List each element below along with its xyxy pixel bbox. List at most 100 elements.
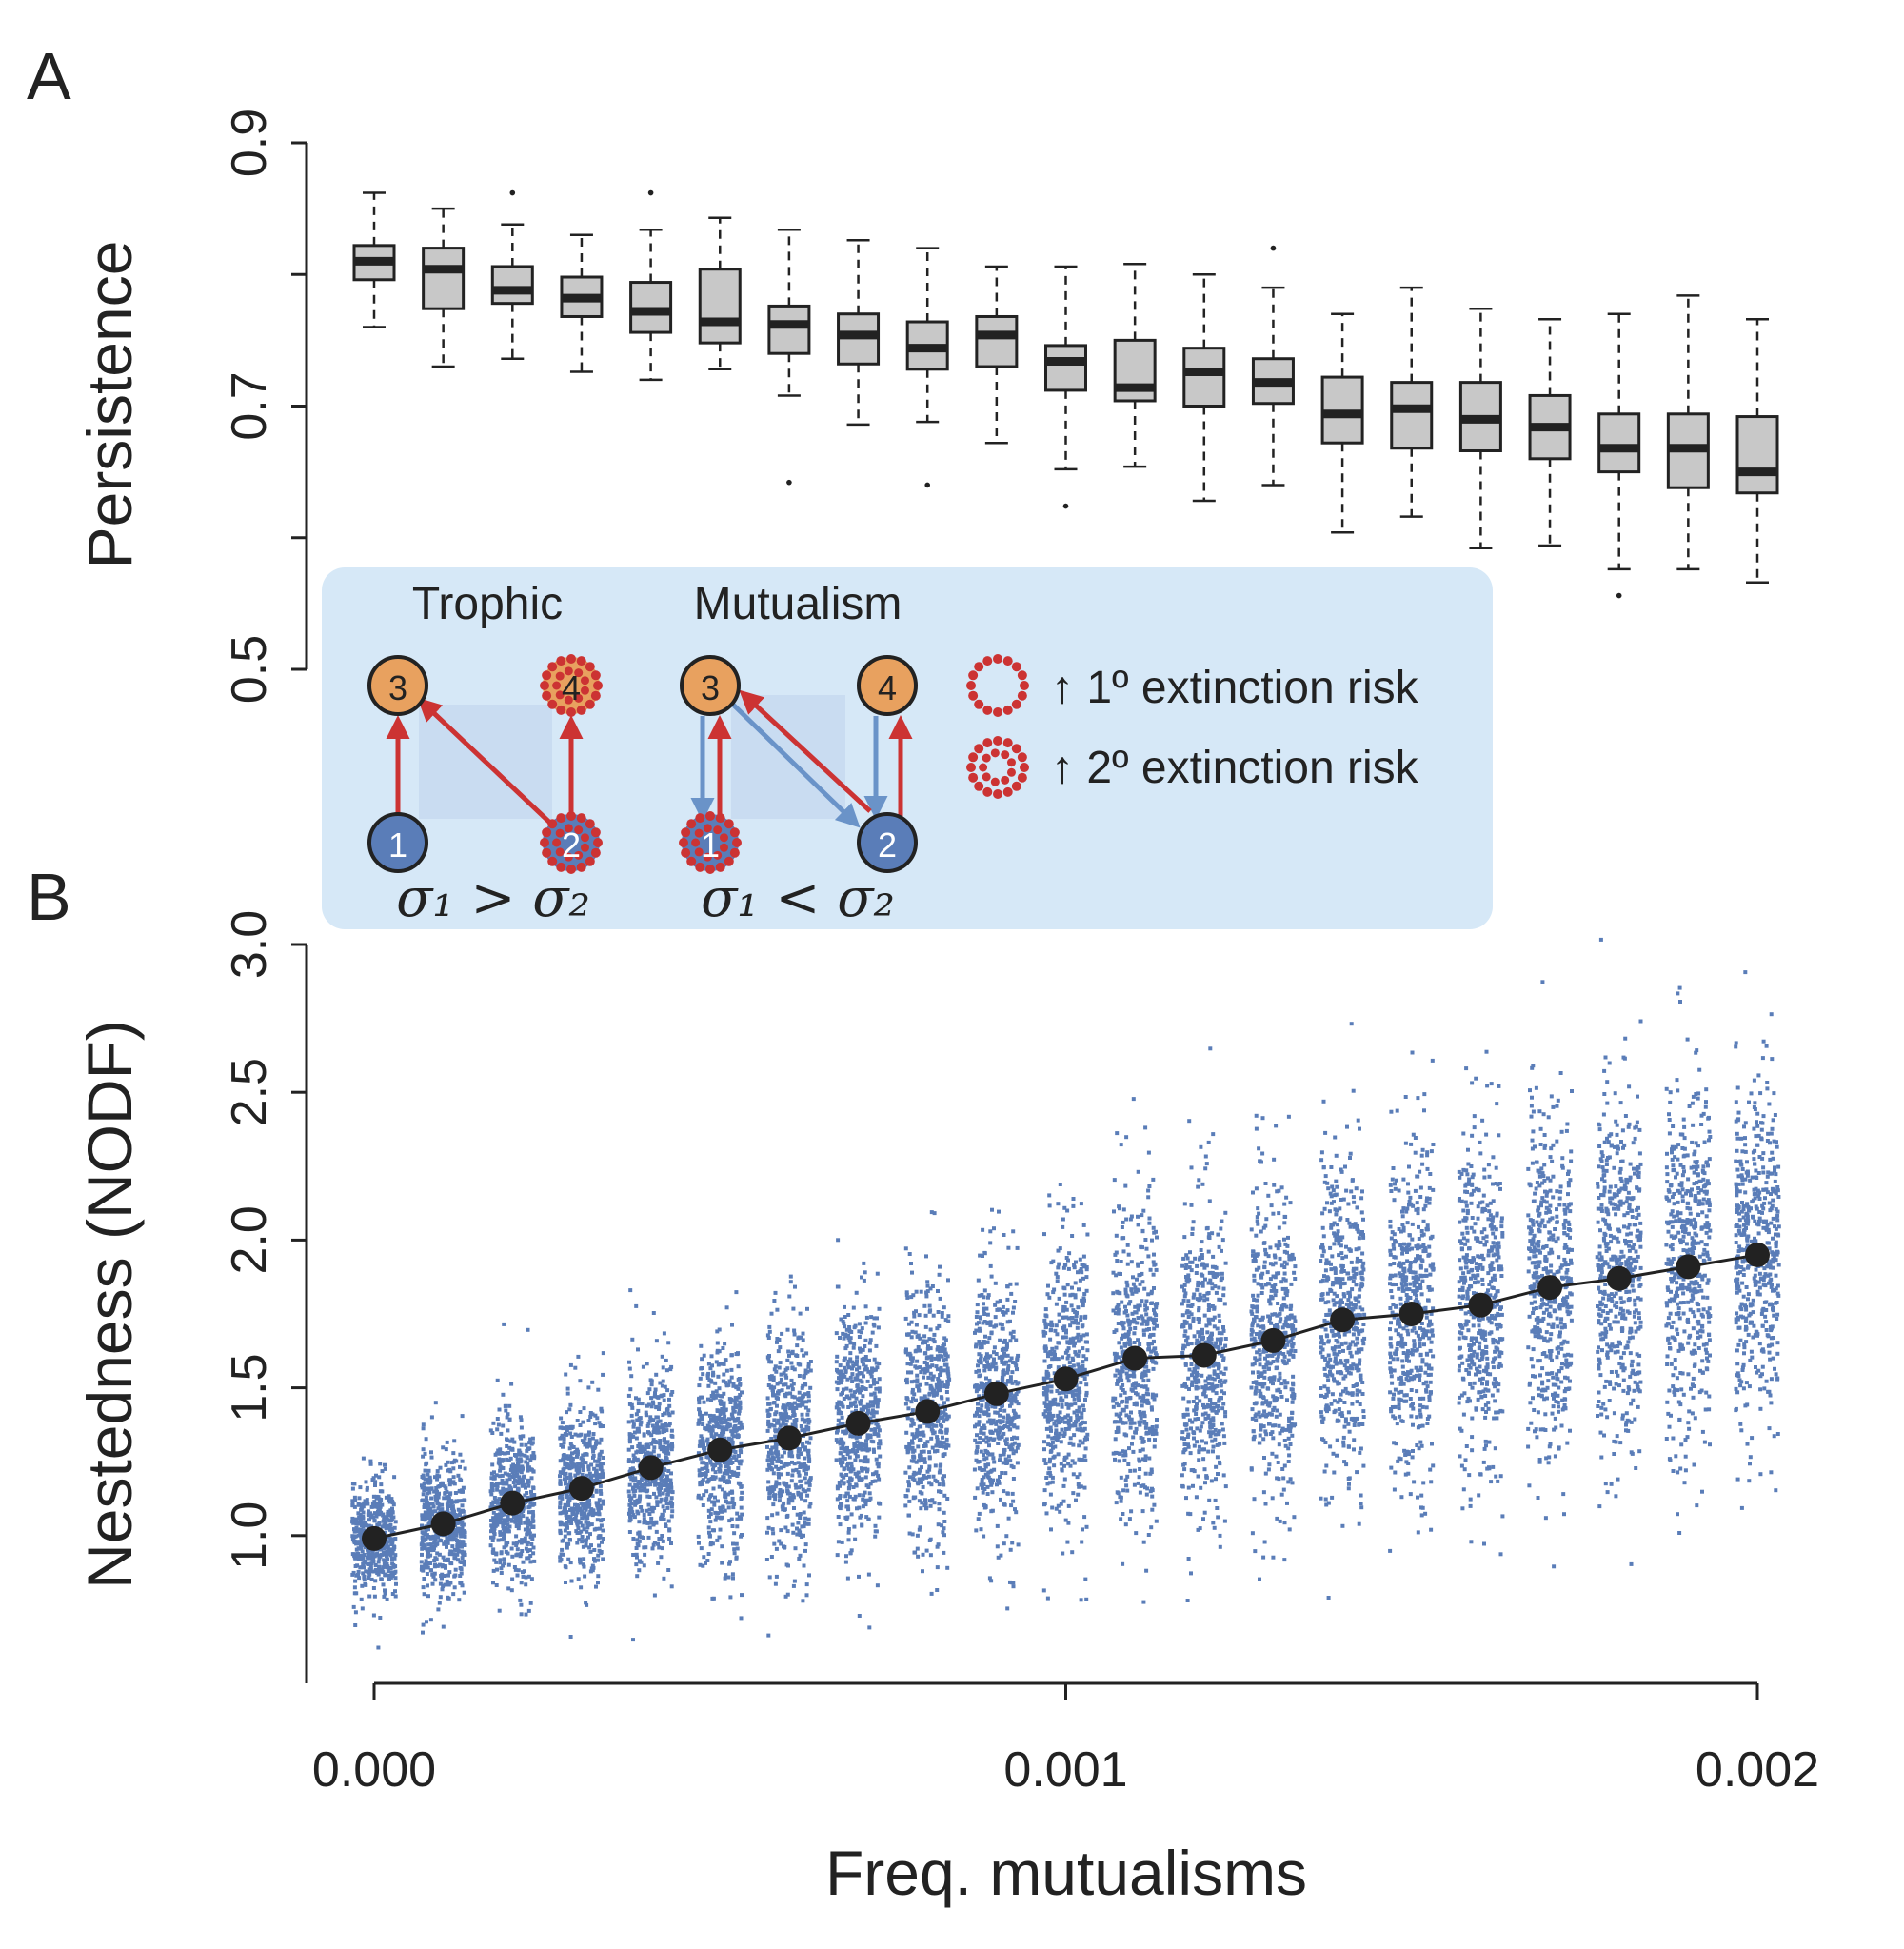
panel-b-point [583, 1442, 587, 1447]
panel-b-point [586, 1467, 591, 1472]
panel-b-point [433, 1497, 438, 1502]
panel-b-point [517, 1515, 522, 1520]
panel-b-point [844, 1386, 849, 1391]
panel-b-point [804, 1400, 809, 1404]
panel-b-point [718, 1412, 723, 1416]
panel-b-point [938, 1468, 942, 1473]
panel-b-point [560, 1433, 565, 1438]
panel-b-point [528, 1437, 533, 1442]
panel-b-point [598, 1473, 603, 1478]
panel-b-point [713, 1510, 718, 1515]
panel-b-point [730, 1496, 735, 1501]
panel-b-point [734, 1541, 739, 1546]
panel-b-point [841, 1429, 845, 1434]
panel-b-point [974, 1342, 979, 1347]
panel-b-point [877, 1386, 882, 1391]
panel-b-point [359, 1534, 364, 1539]
panel-b-point [696, 1534, 701, 1539]
panel-b-point [565, 1386, 570, 1391]
panel-b-point [844, 1554, 848, 1559]
panel-b-point [558, 1530, 563, 1535]
panel-b-point [503, 1451, 506, 1456]
panel-b-point [501, 1458, 506, 1462]
panel-b-point [629, 1374, 634, 1379]
panel-b-point [803, 1447, 807, 1452]
panel-b-point [586, 1464, 591, 1469]
panel-b-point [775, 1382, 780, 1386]
panel-b-point [776, 1418, 781, 1422]
panel-b-point [866, 1369, 871, 1374]
panel-b-point [724, 1420, 728, 1424]
panel-b-point [455, 1544, 460, 1549]
panel-b-point [858, 1346, 862, 1351]
panel-b-point [1010, 1442, 1015, 1447]
panel-b-point [525, 1456, 529, 1461]
panel-b-point [910, 1390, 915, 1395]
panel-b-point [802, 1353, 806, 1358]
panel-b-point [852, 1444, 857, 1449]
panel-b-point [463, 1498, 467, 1502]
panel-b-point [904, 1430, 909, 1435]
panel-b-point [797, 1473, 802, 1478]
panel-b-point [389, 1570, 394, 1575]
panel-b-point [836, 1515, 841, 1519]
panel-b-point [713, 1495, 717, 1500]
panel-b-point [576, 1526, 581, 1530]
panel-b-point [915, 1431, 920, 1436]
panel-b-point [634, 1552, 639, 1557]
panel-b-point [703, 1465, 707, 1470]
panel-b-point [908, 1362, 913, 1366]
panel-b-point [862, 1362, 866, 1367]
panel-b-point [386, 1569, 390, 1574]
panel-b-point [861, 1504, 865, 1509]
panel-b-point [530, 1520, 535, 1524]
panel-b-point [972, 1467, 977, 1472]
panel-b-point [998, 1475, 1002, 1479]
panel-b-point [591, 1455, 595, 1460]
panel-b-point [737, 1454, 741, 1458]
panel-b-point [664, 1445, 668, 1450]
panel-b-point [799, 1402, 803, 1407]
panel-b-point [711, 1396, 716, 1401]
panel-b-point [428, 1517, 433, 1521]
panel-b-point [940, 1424, 944, 1429]
panel-b-point [558, 1511, 563, 1516]
panel-b-point [722, 1391, 726, 1396]
panel-b-point [860, 1371, 864, 1376]
panel-b-point [592, 1557, 596, 1561]
panel-b-point [983, 1462, 988, 1467]
panel-b-point [460, 1544, 464, 1549]
panel-b-point [446, 1558, 450, 1562]
panel-b-point [843, 1315, 847, 1319]
panel-b-point [919, 1481, 923, 1484]
panel-b-point [581, 1464, 585, 1469]
panel-b-point [350, 1537, 355, 1541]
panel-b-point [939, 1462, 943, 1467]
panel-b-point [382, 1561, 387, 1566]
panel-b-point [489, 1492, 494, 1497]
panel-b-point [522, 1482, 526, 1487]
panel-b-point [801, 1331, 805, 1336]
panel-b-point [851, 1448, 856, 1452]
panel-b-point [807, 1504, 812, 1509]
panel-b-point [353, 1499, 358, 1502]
panel-b-point [661, 1514, 665, 1519]
panel-b-point [355, 1553, 360, 1558]
panel-b-point [645, 1494, 650, 1499]
panel-b-point [917, 1477, 922, 1482]
panel-b-point [697, 1473, 702, 1478]
panel-b-point [587, 1471, 592, 1476]
panel-b-point [368, 1511, 373, 1516]
panel-b-point [772, 1385, 777, 1390]
panel-b-point [800, 1496, 803, 1501]
panel-b-point [1006, 1367, 1010, 1372]
panel-b-point [862, 1447, 866, 1452]
panel-b-point [992, 1350, 996, 1355]
panel-b-point [453, 1567, 458, 1572]
panel-b-point [599, 1449, 604, 1454]
panel-b-point [993, 1303, 998, 1307]
panel-b-point [590, 1511, 595, 1516]
panel-b-point [779, 1465, 783, 1470]
panel-b-point [567, 1498, 572, 1502]
panel-b-point [503, 1471, 507, 1476]
